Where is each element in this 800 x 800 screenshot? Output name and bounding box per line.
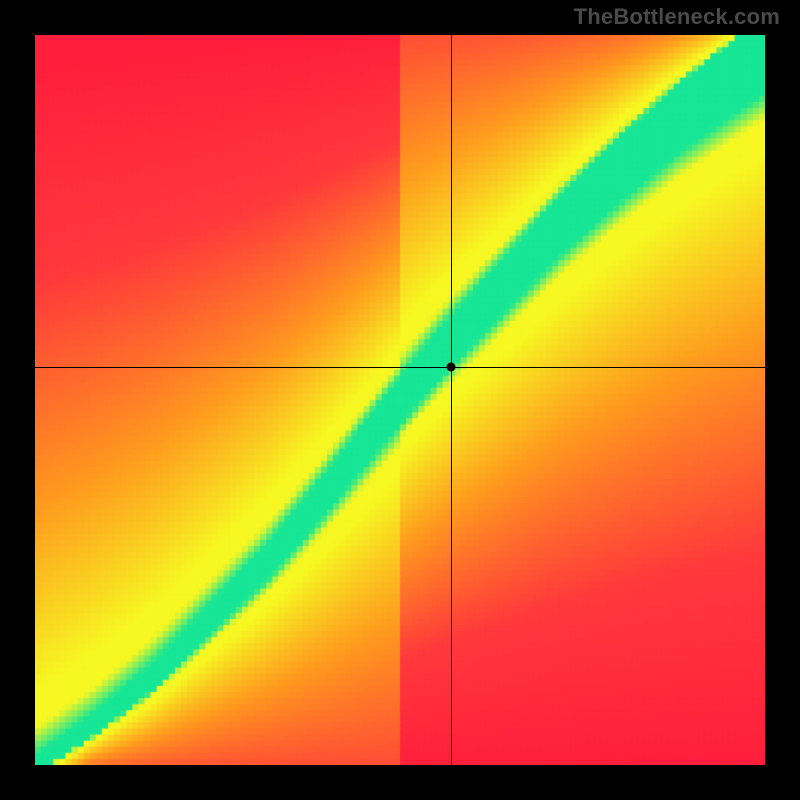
crosshair-marker: [447, 363, 456, 372]
crosshair-horizontal: [35, 367, 765, 368]
crosshair-vertical: [451, 35, 452, 765]
watermark-text: TheBottleneck.com: [574, 4, 780, 30]
heatmap-canvas: [35, 35, 765, 765]
plot-area: [35, 35, 765, 765]
figure-container: TheBottleneck.com: [0, 0, 800, 800]
